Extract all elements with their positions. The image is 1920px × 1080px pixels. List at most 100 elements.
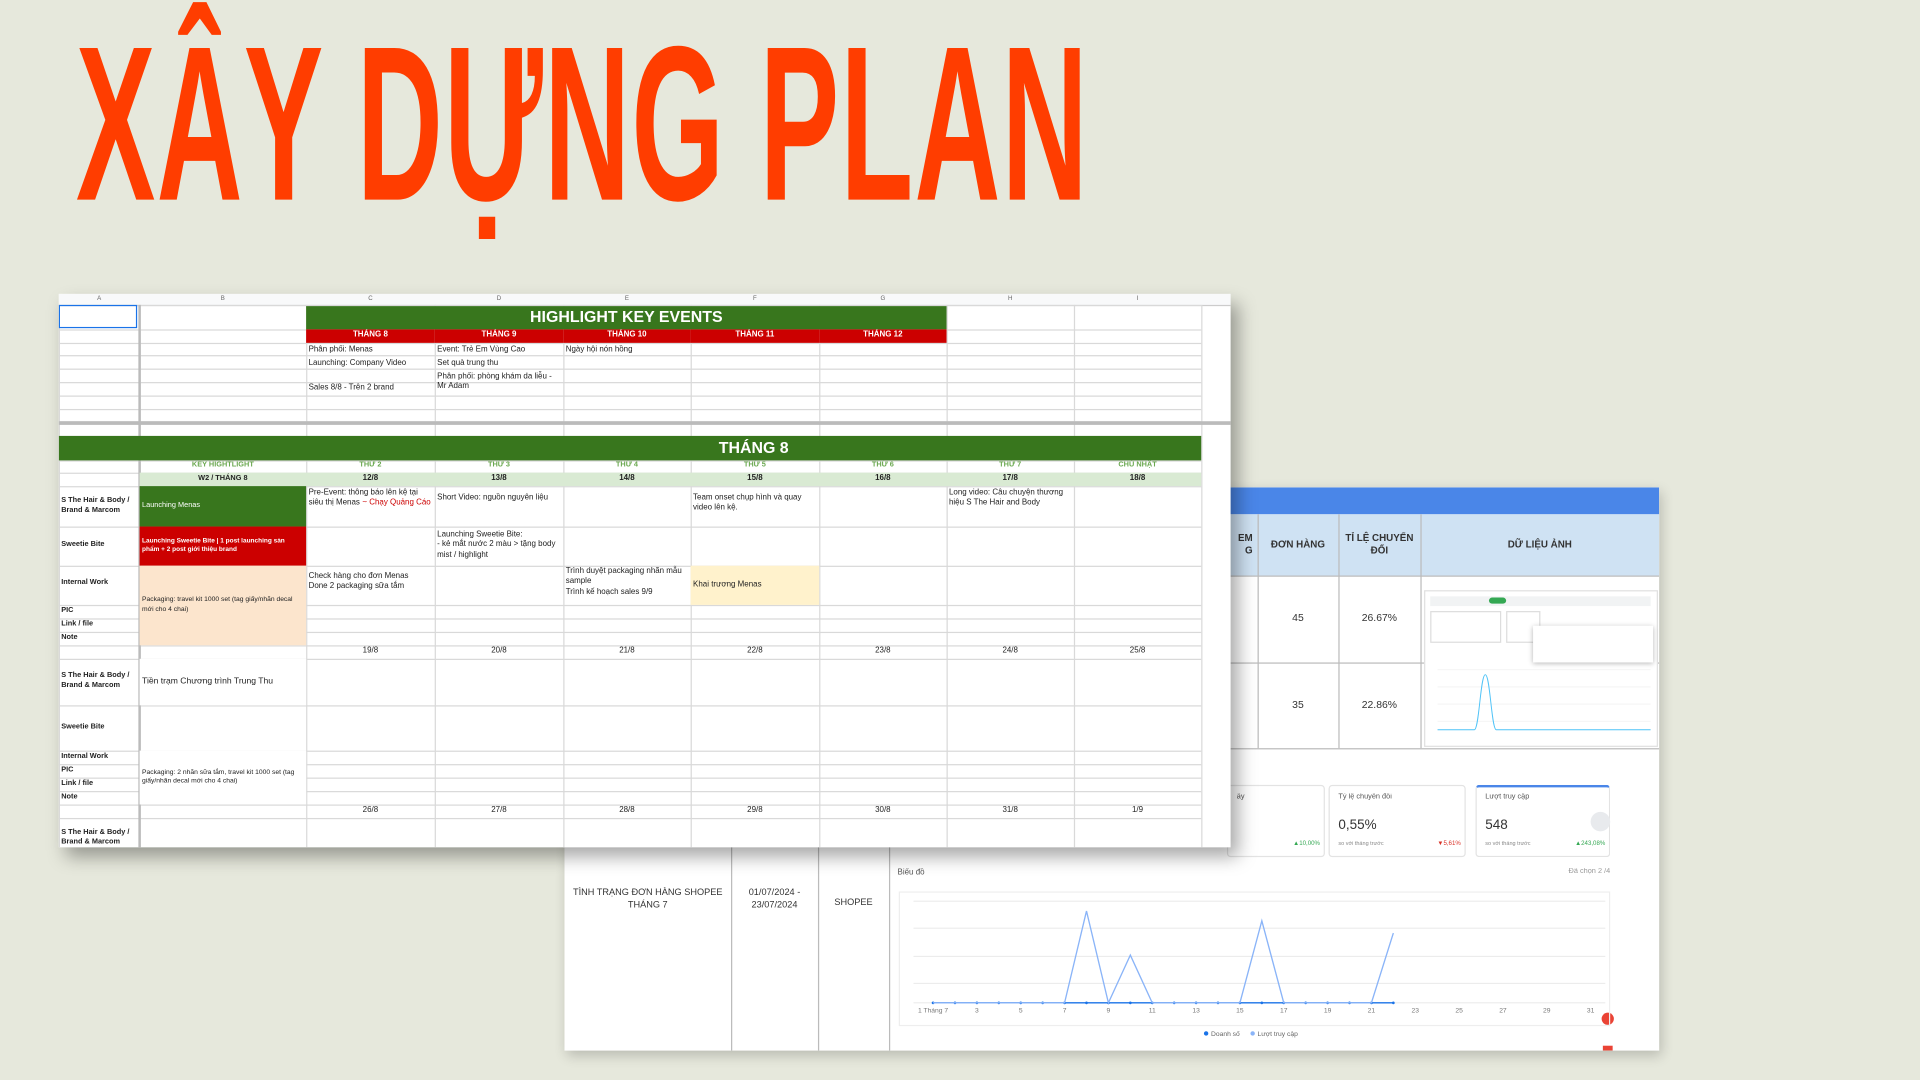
key-highlight: Launching Menas xyxy=(139,486,307,527)
cell-text: 12/8 xyxy=(362,474,379,483)
cell-text: 24/8 xyxy=(1002,646,1018,656)
event-text: Sales 8/8 - Trên 2 brand xyxy=(306,382,435,395)
cell-text: THỨ 2 xyxy=(359,461,382,470)
cell-text: Packaging: travel kit 1000 set (tag giấy… xyxy=(142,596,293,613)
grid-line xyxy=(58,750,1202,752)
cell-text: Check hàng cho đơn Menas xyxy=(308,571,409,581)
cell-text: Launching: Company Video xyxy=(308,358,407,368)
cell-text: Phân phối: Menas xyxy=(308,345,373,354)
chart-selection: Đã chọn 2 /4 xyxy=(1537,868,1611,880)
event-text: Set quà trung thu xyxy=(435,358,564,371)
grid-line xyxy=(1420,514,1422,749)
data-point xyxy=(1392,1001,1395,1005)
thumb-pill xyxy=(1488,597,1507,604)
cell-text: Internal Work xyxy=(61,579,109,587)
slide-title: XÂY DỰNG PLAN xyxy=(75,1,1090,248)
cell-text: 25/8 xyxy=(1129,646,1146,656)
cell-text: S The Hair & Body / Brand & Marcom xyxy=(61,496,130,514)
cell-text: Set quà trung thu xyxy=(437,358,499,368)
cell-text: 13/8 xyxy=(491,474,507,483)
grid-line xyxy=(58,460,1202,462)
cell-text: Biểu đồ xyxy=(897,868,925,877)
date: 14/8 xyxy=(563,473,690,486)
row-label: S The Hair & Body / Brand & Marcom xyxy=(59,659,140,706)
card-label: ấy xyxy=(1237,793,1315,805)
thumb-card xyxy=(1430,611,1502,643)
cell-text: Note xyxy=(61,633,78,642)
x-tick-label: 3 xyxy=(975,1008,979,1015)
date: 28/8 xyxy=(563,804,690,817)
data-point xyxy=(1085,1001,1088,1005)
column-letter: B xyxy=(140,294,307,305)
row-label: PIC xyxy=(59,605,140,618)
date: 21/8 xyxy=(563,645,690,658)
cell-text: 15/8 xyxy=(747,474,763,483)
task: Khai trương Menas xyxy=(690,565,820,605)
thumb-popup xyxy=(1533,625,1654,663)
cell-text: Lượt truy cập xyxy=(1485,793,1530,801)
cell-text: ▲243,08% xyxy=(1575,840,1606,848)
cell-text: ~ Chạy Quảng Cáo xyxy=(362,498,431,508)
cell-text: so với tháng trước xyxy=(1338,840,1384,847)
month-header: THÁNG 9 xyxy=(434,329,564,343)
cell-text: Team onset chụp hình và quay video lên k… xyxy=(693,493,802,513)
cell-text: Ngày hội nón hồng xyxy=(565,345,633,354)
cell-text: Link / file xyxy=(61,620,94,628)
image-thumbnail xyxy=(1424,590,1658,747)
cell-text: Launching Sweetie Bite | 1 post launchin… xyxy=(142,537,285,554)
selected-cell xyxy=(58,304,138,329)
row-label: S The Hair & Body / Brand & Marcom xyxy=(59,486,140,526)
table-value: 35 xyxy=(1258,662,1339,748)
card-label: Tỷ lệ chuyển đổi xyxy=(1338,793,1456,805)
row-label: PIC xyxy=(59,764,140,777)
cell-text: THÁNG 12 xyxy=(863,330,903,340)
x-tick-label: 1 Tháng 7 xyxy=(918,1008,948,1015)
cell-text: CHỦ NHẬT xyxy=(1118,461,1157,470)
cell-text: Event: Trẻ Em Vùng Cao xyxy=(437,345,526,354)
cell-text: 31/8 xyxy=(1002,806,1018,815)
cell-text: PIC xyxy=(61,766,74,774)
grid-line xyxy=(58,342,1202,345)
cell-text: 23/8 xyxy=(875,646,891,656)
x-tick-label: 29 xyxy=(1543,1008,1551,1015)
cell-text: 17/8 xyxy=(1002,474,1018,483)
cell-text: 18/8 xyxy=(1129,474,1146,483)
card-change: ▲243,08% xyxy=(1551,840,1605,850)
column-letter: G xyxy=(819,294,946,305)
month-title: THÁNG 8 xyxy=(306,436,1201,460)
x-tick-label: 15 xyxy=(1236,1008,1244,1015)
cell-text: Phân phối: phòng khám da liễu - Mr Adam xyxy=(437,372,552,392)
stat-card xyxy=(1328,784,1466,858)
row-label: Link / file xyxy=(59,778,140,791)
grid-line xyxy=(58,658,1202,660)
column-letter: A xyxy=(59,294,140,305)
date: 25/8 xyxy=(1074,645,1201,658)
cell-text: Internal Work xyxy=(61,752,109,760)
grid-line xyxy=(58,368,1202,370)
grid-line xyxy=(58,421,1231,425)
x-tick-label: 9 xyxy=(1107,1008,1111,1015)
grid-line xyxy=(58,705,1202,707)
cell-text: THỨ 6 xyxy=(871,461,894,470)
cell-text: Long video: Câu chuyện thương hiệu S The… xyxy=(948,488,1064,508)
cell-text: B xyxy=(220,295,225,303)
cell-text: G xyxy=(880,295,886,303)
data-point xyxy=(1128,1001,1132,1005)
row-label: Internal Work xyxy=(59,566,140,605)
grid-line xyxy=(58,526,1202,528)
date-row xyxy=(139,472,1202,487)
grid-line xyxy=(58,618,1202,620)
column-letter: I xyxy=(1074,294,1201,305)
cell-text: Tỷ lệ chuyển đổi xyxy=(1338,793,1392,801)
cell-text: I xyxy=(1136,295,1139,303)
date: 18/8 xyxy=(1074,473,1201,486)
grid-line xyxy=(58,631,1202,634)
grid-line xyxy=(58,817,1202,820)
row-label: Sweetie Bite xyxy=(59,527,140,566)
series-line xyxy=(933,910,1394,1005)
month-header: THÁNG 12 xyxy=(819,329,947,343)
table-value: 26.67% xyxy=(1338,576,1420,662)
row-label: Sweetie Bite xyxy=(59,705,140,750)
table-value: 22.86% xyxy=(1338,662,1420,748)
day-header: THỨ 4 xyxy=(563,460,690,472)
